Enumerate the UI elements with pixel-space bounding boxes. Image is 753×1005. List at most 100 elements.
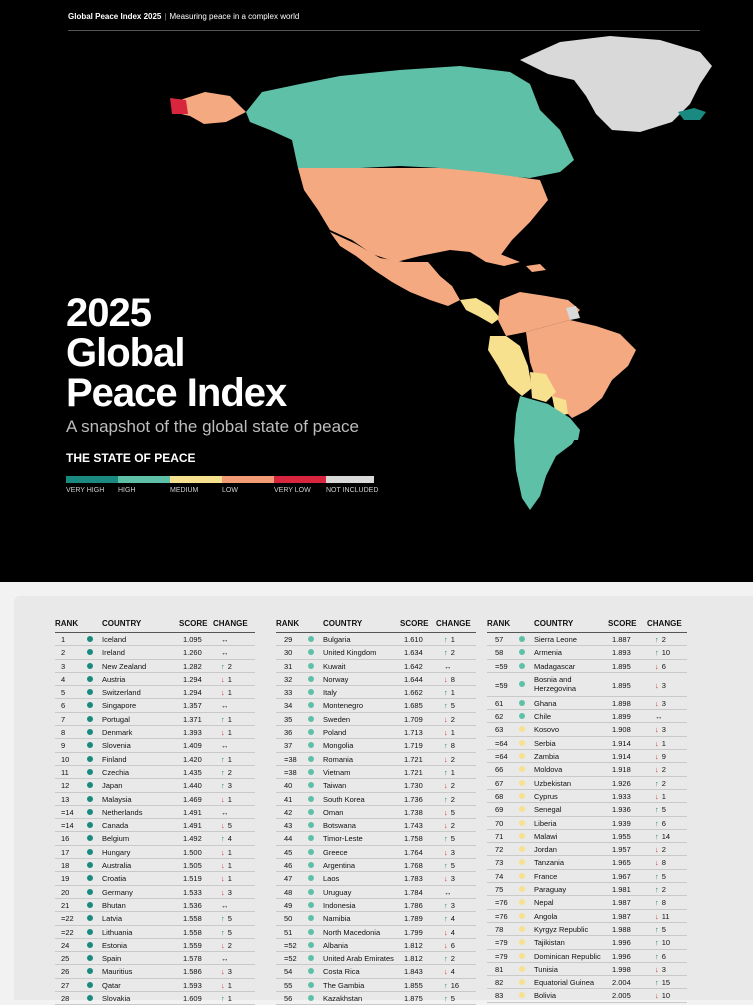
change-cell: ↑ 2 (444, 954, 455, 963)
change-value: 3 (661, 964, 666, 974)
country-cell: Tanzania (534, 858, 565, 868)
peace-level-dot (87, 662, 93, 669)
table-row: 68 Cyprus 1.933 ↓ 1 (487, 790, 687, 804)
rank-cell: 33 (284, 688, 293, 698)
hero-subtitle: A snapshot of the global state of peace (66, 417, 359, 436)
table-row: =59 Bosnia and Herzegovina 1.895 ↓ 3 (487, 673, 687, 697)
rank-cell: 3 (61, 661, 66, 671)
score-cell: 1.642 (404, 661, 423, 671)
score-cell: 1.586 (183, 967, 202, 977)
change-cell: ↓ 2 (655, 765, 666, 774)
table-row: =79 Tajikistan 1.996 ↑ 10 (487, 936, 687, 950)
score-cell: 1.987 (612, 911, 631, 921)
change-value: 1 (227, 874, 232, 884)
peace-level-dot (519, 925, 525, 932)
legend-swatch-medium (170, 476, 222, 483)
arrow-down-icon: ↓ (221, 847, 225, 857)
peace-level-dot (87, 901, 93, 908)
score-cell: 1.492 (183, 834, 202, 844)
peace-level-dot (87, 822, 93, 829)
change-value: 1 (227, 794, 232, 804)
country-cell: Sweden (323, 714, 351, 724)
peace-level-dot (87, 968, 93, 975)
table-row: 28 Slovakia 1.609 ↑ 1 (55, 992, 255, 1005)
country-cell: Estonia (102, 940, 128, 950)
peace-level-dot (308, 742, 314, 749)
score-cell: 1.914 (612, 738, 631, 748)
rank-cell: =79 (495, 938, 508, 948)
table-row: 41 South Korea 1.736 ↑ 2 (276, 793, 476, 806)
peace-level-dot (87, 955, 93, 962)
peace-level-dot (519, 872, 525, 879)
table-row: 83 Bolivia 2.005 ↓ 10 (487, 989, 687, 1003)
table-row: 20 Germany 1.533 ↓ 3 (55, 886, 255, 899)
header-change: CHANGE (213, 619, 248, 628)
rank-cell: 17 (61, 847, 70, 857)
arrow-down-icon: ↓ (444, 967, 448, 977)
peace-level-dot (519, 965, 525, 972)
peace-level-dot (87, 782, 93, 789)
report-title: Global Peace Index 2025 (68, 12, 162, 21)
rank-cell: 62 (495, 712, 504, 722)
score-cell: 1.371 (183, 714, 202, 724)
change-cell: ↔ (221, 901, 232, 910)
country-cell: Armenia (534, 648, 562, 658)
change-cell: ↑ 2 (444, 648, 455, 657)
change-value: 2 (227, 767, 232, 777)
rank-cell: 44 (284, 834, 293, 844)
country-cell: Nepal (534, 898, 554, 908)
score-cell: 1.719 (404, 741, 423, 751)
change-value: 3 (450, 874, 455, 884)
rank-cell: 72 (495, 845, 504, 855)
change-cell: ↓ 3 (221, 967, 232, 976)
score-cell: 1.505 (183, 861, 202, 871)
country-cell: Bolivia (534, 991, 557, 1001)
rank-cell: 50 (284, 914, 293, 924)
score-cell: 1.955 (612, 831, 631, 841)
country-cell: New Zealand (102, 661, 147, 671)
score-cell: 1.939 (612, 818, 631, 828)
map-colombia-venezuela (498, 292, 580, 336)
rank-cell: =14 (61, 807, 74, 817)
table-row: 2 Ireland 1.260 ↔ (55, 646, 255, 660)
change-cell: ↓ 1 (655, 739, 666, 748)
arrow-down-icon: ↓ (655, 964, 659, 974)
header-score: SCORE (608, 619, 637, 628)
arrow-up-icon: ↑ (444, 914, 448, 924)
map-peru (488, 336, 532, 396)
arrow-both-icon: ↔ (221, 648, 229, 658)
rank-cell: =38 (284, 754, 297, 764)
arrow-up-icon: ↑ (444, 834, 448, 844)
score-cell: 1.784 (404, 887, 423, 897)
country-cell: Indonesia (323, 900, 356, 910)
arrow-up-icon: ↑ (655, 885, 659, 895)
peace-level-dot (308, 795, 314, 802)
table-row: 33 Italy 1.662 ↑ 1 (276, 686, 476, 700)
score-cell: 1.764 (404, 847, 423, 857)
change-cell: ↓ 1 (655, 792, 666, 801)
change-value: 8 (450, 674, 455, 684)
change-value: 5 (450, 994, 455, 1004)
table-row: 78 Kyrgyz Republic 1.988 ↑ 5 (487, 923, 687, 937)
change-value: 1 (450, 688, 455, 698)
table-row: 67 Uzbekistan 1.926 ↑ 2 (487, 777, 687, 790)
score-cell: 1.967 (612, 871, 631, 881)
change-cell: ↑ 8 (655, 898, 666, 907)
arrow-down-icon: ↓ (655, 765, 659, 775)
change-cell: ↓ 5 (444, 808, 455, 817)
change-value: 10 (661, 938, 671, 948)
country-cell: Latvia (102, 914, 123, 924)
peace-level-dot (87, 795, 93, 802)
score-cell: 1.996 (612, 951, 631, 961)
score-cell: 2.005 (612, 991, 631, 1001)
arrow-up-icon: ↑ (444, 900, 448, 910)
arrow-up-icon: ↑ (221, 661, 225, 671)
peace-level-dot (308, 888, 314, 895)
score-cell: 1.926 (612, 778, 631, 788)
rank-cell: =52 (284, 954, 297, 964)
score-cell: 1.875 (404, 994, 423, 1004)
table-row: 31 Kuwait 1.642 ↔ (276, 660, 476, 673)
peace-level-dot (87, 689, 93, 696)
change-cell: ↑ 2 (655, 635, 666, 644)
change-value: 2 (450, 794, 455, 804)
